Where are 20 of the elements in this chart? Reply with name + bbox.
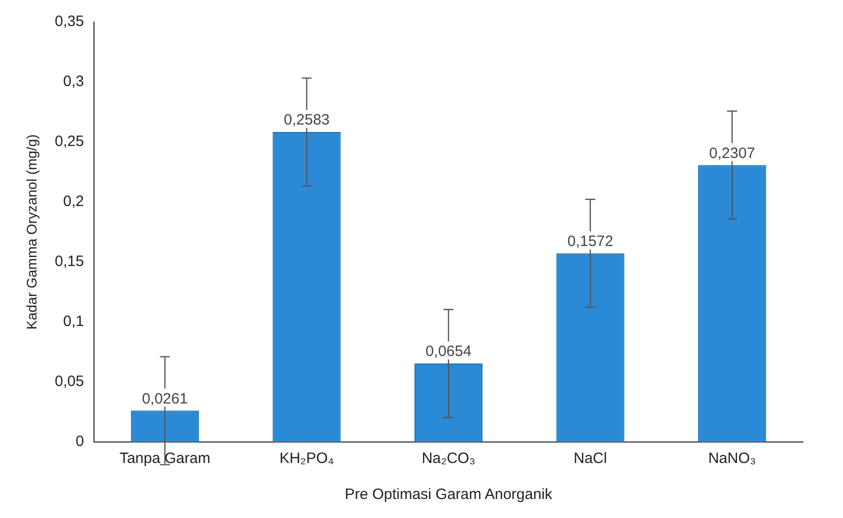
y-tick-label: 0,25 (54, 133, 84, 150)
data-label: 0,0654 (426, 343, 472, 360)
y-tick-label: 0,1 (63, 313, 84, 330)
data-label: 0,0261 (142, 390, 188, 408)
data-label: 0,2583 (284, 112, 330, 129)
x-tick-label: NaCl (574, 450, 607, 468)
y-tick-label: 0,2 (63, 193, 84, 210)
y-tick-label: 0,35 (54, 13, 84, 30)
data-label: 0,2307 (709, 144, 756, 162)
x-tick-label: Tanpa Garam (119, 450, 210, 468)
x-tick-label: Na₂CO₃ (422, 450, 476, 468)
data-label: 0,1572 (567, 233, 614, 250)
y-tick-label: 0,15 (54, 253, 84, 270)
x-tick-label: NaNO₃ (708, 450, 756, 468)
y-tick-label: 0,3 (63, 73, 84, 90)
x-tick-label: KH₂PO₄ (279, 450, 334, 468)
y-tick-label: 0,05 (54, 373, 84, 390)
y-axis-title: Kadar Gamma Oryzanol (mg/g) (23, 134, 40, 330)
x-axis-title: Pre Optimasi Garam Anorganik (344, 486, 553, 504)
y-tick-label: 0 (76, 433, 84, 450)
